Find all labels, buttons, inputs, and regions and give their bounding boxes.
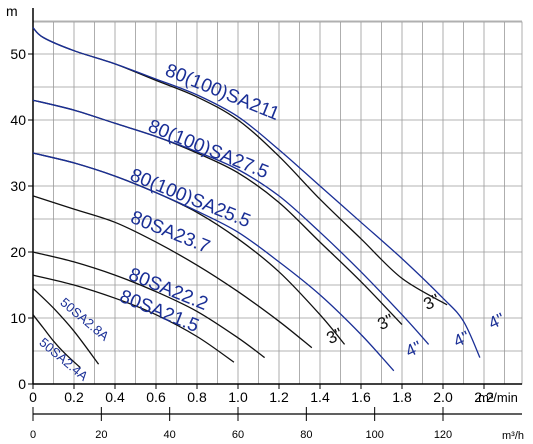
- y-tick-label: 0: [18, 376, 26, 392]
- curve-line: [32, 251, 265, 359]
- y-tick-label: 30: [10, 178, 26, 194]
- curve-labels: 80(100)SA21180(100)SA27.580(100)SA25.580…: [36, 60, 507, 384]
- x2-tick-label: 60: [232, 429, 244, 441]
- x-tick-label: 2.0: [433, 389, 453, 405]
- x2-axis-label: m³/h: [502, 430, 524, 442]
- x-axis-label: m³/min: [478, 390, 518, 405]
- x2-tick-label: 40: [164, 429, 176, 441]
- pipe-size-label: 3": [324, 324, 346, 348]
- pipe-size-label: 3": [421, 290, 443, 314]
- curve-name-label: 50SA2.8A: [57, 295, 112, 344]
- x-tick-label: 0.6: [146, 389, 166, 405]
- x-tick-label: 1.6: [351, 389, 371, 405]
- curve-name-label: 80(100)SA27.5: [145, 116, 271, 183]
- x-tick-label: 2.2: [474, 389, 494, 405]
- curve-line: [32, 274, 235, 363]
- y-tick-label: 20: [10, 244, 26, 260]
- x2-tick-label: 0: [30, 429, 36, 441]
- pipe-size-label: 4": [451, 327, 473, 351]
- curve-name-label: 80(100)SA211: [162, 60, 282, 125]
- curve-line: [32, 287, 100, 365]
- curve-line: [32, 195, 313, 349]
- y-tick-label: 50: [10, 46, 26, 62]
- x-tick-label: 0.8: [187, 389, 207, 405]
- curve-line: [32, 152, 395, 372]
- y-axis-label: m: [6, 3, 18, 19]
- curve-line: [32, 27, 481, 358]
- x-tick-label: 0: [29, 389, 37, 405]
- x-tick-label: 1.2: [269, 389, 289, 405]
- x-tick-label: 1.0: [228, 389, 248, 405]
- y-tick-label: 10: [10, 310, 26, 326]
- axes: [32, 8, 522, 415]
- x-tick-label: 1.8: [392, 389, 412, 405]
- x2-tick-label: 80: [300, 429, 312, 441]
- pipe-size-label: 3": [375, 310, 397, 334]
- x2-tick-label: 100: [365, 429, 383, 441]
- x2-tick-label: 20: [95, 429, 107, 441]
- x-tick-label: 0.2: [64, 389, 84, 405]
- curve-line: [32, 99, 430, 345]
- tick-labels: 0 0.2 0.4 0.6 0.8 1.0 1.2 1.4 1.6 1.8 2.0 2.2 0 10 20 3…: [10, 46, 494, 441]
- curve-line: [32, 314, 81, 368]
- grid-lines: [32, 20, 523, 385]
- pipe-size-label: 4": [403, 337, 425, 361]
- x-tick-label: 1.4: [310, 389, 330, 405]
- pipe-size-label: 4": [486, 309, 508, 333]
- x-tick-label: 0.4: [105, 389, 125, 405]
- x2-tick-label: 120: [434, 429, 452, 441]
- curves: [32, 27, 481, 372]
- y-tick-label: 40: [10, 112, 26, 128]
